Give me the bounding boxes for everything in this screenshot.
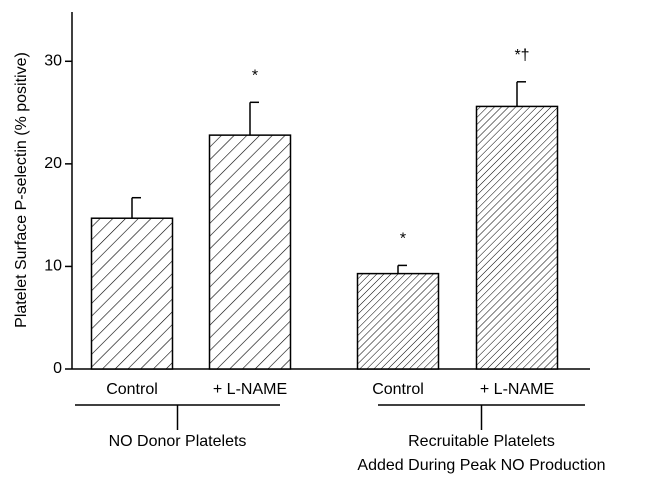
group-label: NO Donor Platelets <box>109 433 247 450</box>
y-tick-label: 10 <box>44 258 62 275</box>
y-tick-label: 30 <box>44 53 62 70</box>
x-tick-label: Control <box>372 381 424 398</box>
bar <box>475 105 559 370</box>
bar <box>208 134 292 370</box>
bar <box>90 217 174 370</box>
x-tick-label: Control <box>106 381 158 398</box>
annotation: * <box>252 68 258 85</box>
group-label: Added During Peak NO Production <box>357 457 605 474</box>
y-tick-label: 0 <box>53 360 62 377</box>
x-tick-label: + L-NAME <box>480 381 554 398</box>
annotation: * <box>400 231 406 248</box>
bar <box>356 272 440 370</box>
y-axis-label: Platelet Surface P-selectin (% positive) <box>13 52 30 328</box>
y-tick-label: 20 <box>44 155 62 172</box>
group-label: Recruitable Platelets <box>408 433 555 450</box>
x-tick-label: + L-NAME <box>213 381 287 398</box>
annotation: *† <box>514 47 529 64</box>
